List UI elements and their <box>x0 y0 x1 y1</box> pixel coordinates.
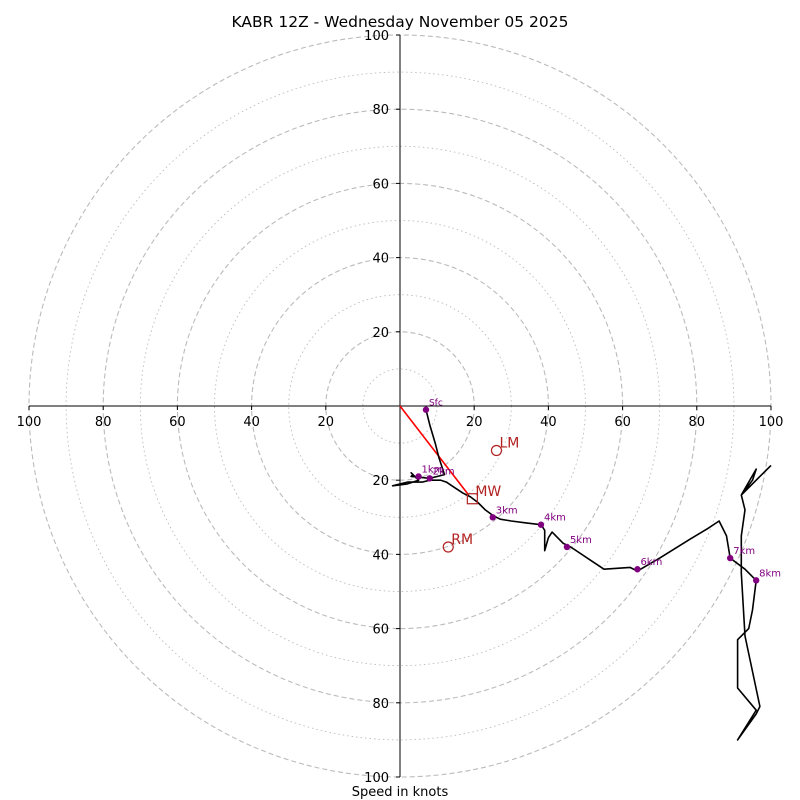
x-tick-label: 40 <box>540 415 557 430</box>
x-tick-label: 20 <box>466 415 483 430</box>
height-marker-6km <box>634 566 641 573</box>
x-tick-label: 20 <box>318 415 335 430</box>
storm-marker-MW <box>466 493 478 505</box>
height-marker-4km <box>537 521 545 528</box>
height-label-6km: 6km <box>640 557 662 568</box>
height-marker-5km <box>563 543 571 551</box>
storm-label-LM: LM <box>499 436 519 452</box>
x-axis-label: Speed in knots <box>352 785 449 800</box>
storm-marker-RM <box>442 541 454 553</box>
height-marker-1km <box>415 473 422 480</box>
height-marker-7km <box>726 554 734 562</box>
x-tick-label: 100 <box>759 415 784 430</box>
storm-label-RM: RM <box>451 532 473 548</box>
x-tick-label: 80 <box>95 415 112 430</box>
height-marker-3km <box>489 514 496 521</box>
storm-label-MW: MW <box>475 484 501 500</box>
storm-motion-markers: LM MW RM <box>442 436 519 553</box>
height-label-5km: 5km <box>570 535 592 546</box>
hodograph-series <box>391 405 772 741</box>
x-tick-label: 100 <box>17 415 42 430</box>
y-tick-label: 60 <box>372 177 389 192</box>
height-label-4km: 4km <box>544 513 566 524</box>
x-tick-label: 60 <box>169 415 186 430</box>
y-tick-label: 20 <box>372 326 389 341</box>
y-tick-label: 60 <box>372 623 389 638</box>
y-tick-label: 100 <box>364 771 389 786</box>
height-label-Sfc: Sfc <box>429 399 443 409</box>
height-label-3km: 3km <box>496 505 518 516</box>
y-tick-label: 80 <box>372 103 389 118</box>
x-tick-label: 60 <box>614 415 631 430</box>
y-tick-label: 80 <box>372 697 389 712</box>
hodograph-trace <box>391 409 772 741</box>
shear-vector-line <box>399 405 470 496</box>
height-label-8km: 8km <box>759 568 781 579</box>
storm-marker-LM <box>490 444 503 457</box>
height-label-1km: 1km <box>422 464 444 475</box>
height-label-7km: 7km <box>733 546 755 557</box>
height-marker-Sfc <box>422 406 430 413</box>
x-tick-labels: 100 80 60 40 20 20 40 60 80 100 <box>17 415 784 430</box>
chart-title: KABR 12Z - Wednesday November 05 2025 <box>232 13 569 31</box>
x-tick-label: 40 <box>243 415 260 430</box>
x-tick-label: 80 <box>689 415 706 430</box>
y-tick-labels: 100 80 60 40 20 20 40 60 80 100 <box>364 29 389 786</box>
y-tick-label: 40 <box>372 252 389 267</box>
y-tick-label: 100 <box>364 29 389 44</box>
height-marker-8km <box>752 577 760 584</box>
y-tick-label: 20 <box>372 474 389 489</box>
y-tick-label: 40 <box>372 548 389 563</box>
height-marker-2km <box>426 475 433 482</box>
height-label-2km: 2km <box>433 466 455 477</box>
